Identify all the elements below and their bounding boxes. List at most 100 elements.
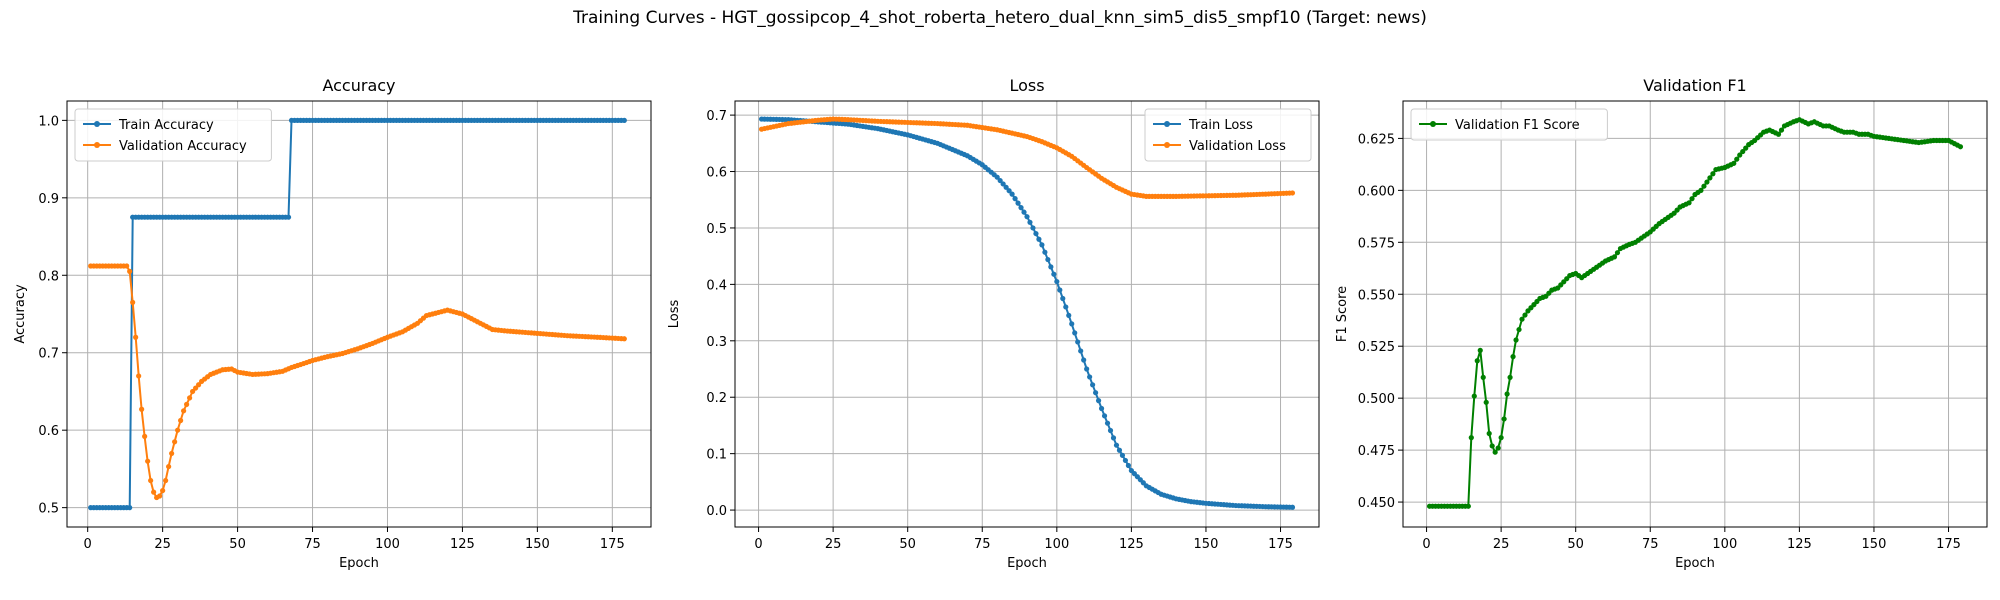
data-point: [1119, 452, 1126, 458]
legend-entry: Validation F1 Score: [1455, 118, 1580, 133]
data-point: [1731, 160, 1737, 166]
legend-box: [74, 108, 272, 162]
x-tick-label: 150: [525, 537, 550, 552]
data-point: [1289, 504, 1296, 510]
legend: Validation F1 Score: [1410, 108, 1608, 141]
y-tick-label: 0.525: [1358, 340, 1395, 355]
data-point: [1513, 337, 1519, 343]
data-point: [172, 439, 178, 445]
y-tick-label: 0.500: [1358, 392, 1395, 407]
data-point: [1024, 214, 1030, 220]
x-axis-label: Epoch: [1007, 556, 1047, 571]
data-point: [1051, 271, 1057, 277]
legend-box: [1410, 108, 1608, 141]
data-point: [1510, 354, 1516, 360]
x-tick-label: 25: [1493, 537, 1510, 552]
panel-title: Accuracy: [322, 76, 395, 95]
y-tick-label: 0.600: [1358, 184, 1395, 199]
data-point: [193, 385, 199, 391]
data-point: [1084, 366, 1090, 372]
legend-swatch-marker: [94, 121, 100, 127]
x-tick-label: 75: [304, 537, 321, 552]
data-point: [1090, 382, 1096, 388]
data-point: [1000, 181, 1006, 187]
data-point: [1054, 278, 1060, 285]
data-point: [1107, 427, 1114, 434]
data-point: [1087, 374, 1093, 380]
data-point: [1036, 236, 1042, 242]
data-point: [1495, 445, 1501, 451]
data-point: [1003, 184, 1009, 190]
data-point: [1066, 312, 1072, 319]
y-tick-label: 0.1: [706, 448, 727, 463]
data-point: [1057, 287, 1063, 293]
x-tick-label: 175: [1268, 537, 1293, 552]
data-point: [1081, 357, 1087, 363]
data-point: [160, 487, 166, 494]
data-point: [1072, 330, 1078, 336]
data-point: [1519, 316, 1525, 322]
data-point: [1743, 145, 1749, 151]
x-tick-label: 175: [600, 537, 625, 552]
data-point: [1522, 312, 1528, 318]
data-point: [1113, 442, 1120, 448]
data-point: [196, 382, 202, 388]
x-axis-label: Epoch: [339, 556, 379, 571]
series-line: [761, 118, 1293, 509]
data-point: [1093, 390, 1099, 396]
data-point: [1477, 347, 1483, 353]
data-point: [1492, 449, 1498, 455]
data-point: [1289, 190, 1296, 196]
data-point: [1116, 447, 1123, 453]
data-point: [1507, 374, 1513, 380]
x-tick-label: 0: [754, 537, 762, 552]
data-point: [1465, 503, 1471, 509]
data-point: [1698, 187, 1704, 193]
legend: Train Accuracy Validation Accuracy: [74, 108, 272, 162]
data-point: [1125, 462, 1132, 469]
x-tick-label: 125: [1119, 537, 1144, 552]
x-tick-label: 125: [1787, 537, 1812, 552]
plot-frame: [734, 100, 1320, 528]
y-tick-label: 0.550: [1358, 288, 1395, 303]
data-point: [1075, 339, 1081, 345]
data-point: [1018, 205, 1024, 211]
legend-swatch-marker: [94, 142, 100, 148]
y-tick-label: 1.0: [38, 114, 59, 129]
data-point: [151, 489, 157, 495]
panel-title: Loss: [1009, 76, 1044, 95]
data-point: [130, 299, 136, 305]
x-tick-label: 25: [825, 537, 842, 552]
y-tick-label: 0.7: [706, 109, 727, 124]
data-point: [133, 334, 139, 340]
data-point: [1737, 152, 1743, 158]
x-tick-label: 100: [1712, 537, 1737, 552]
series-validation-f1-score: [1426, 117, 1964, 509]
data-point: [190, 388, 196, 395]
data-point: [1498, 435, 1504, 441]
data-point: [285, 214, 292, 220]
data-point: [1686, 200, 1692, 206]
data-point: [1048, 264, 1054, 270]
data-point: [1614, 250, 1621, 256]
data-point: [1778, 127, 1785, 133]
y-axis-label: Loss: [667, 300, 682, 329]
data-point: [1689, 196, 1695, 202]
data-point: [1704, 179, 1710, 185]
panel-1: 0 25 50 75 100 125 150 175 0.5 0.6 0.7 0.8 0.9 1.0 Acc…: [13, 76, 652, 571]
y-axis-label: F1 Score: [1335, 286, 1350, 342]
legend-entry: Train Loss: [1188, 118, 1253, 133]
y-tick-label: 0.575: [1358, 236, 1395, 251]
plot-frame: [1402, 100, 1988, 528]
x-tick-label: 50: [229, 537, 246, 552]
y-tick-label: 0.3: [706, 335, 727, 350]
data-point: [169, 450, 175, 457]
data-point: [1474, 358, 1480, 364]
data-point: [1122, 457, 1129, 464]
x-tick-label: 100: [1044, 537, 1069, 552]
data-point: [127, 505, 133, 511]
panel-title: Validation F1: [1643, 76, 1746, 95]
legend-entry: Train Accuracy: [118, 118, 214, 133]
series-train-loss: [758, 116, 1296, 510]
